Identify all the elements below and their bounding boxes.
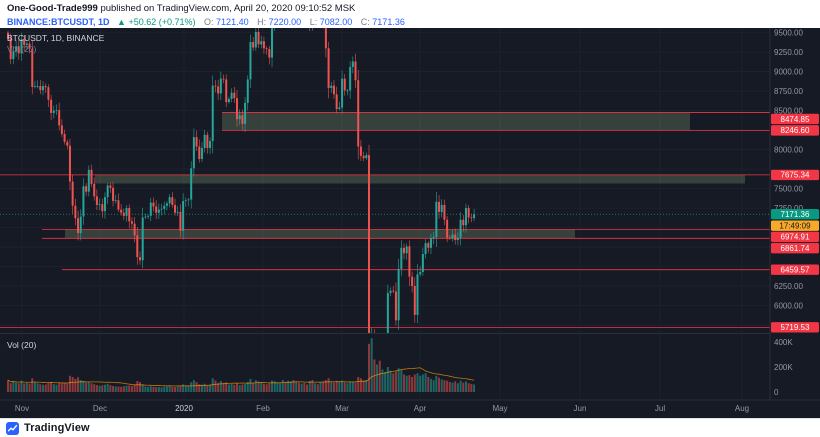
level-lines[interactable] [0,112,770,328]
svg-text:0: 0 [774,388,779,397]
volume-axis-labels[interactable]: 400K 200K 0 [774,338,793,397]
svg-text:Nov: Nov [15,404,29,413]
svg-text:May: May [492,404,507,413]
published-line: One-Good-Trade999 published on TradingVi… [7,3,820,15]
symbol-interval: BINANCE:BTCUSDT, 1D [7,17,110,27]
svg-text:Jul: Jul [655,404,665,413]
publisher-name: One-Good-Trade999 [7,3,98,14]
volume-ma-line [7,367,475,387]
svg-text:7500.00: 7500.00 [774,184,803,193]
high-value: 7220.00 [268,17,302,27]
candlestick-series [7,28,476,333]
symbol-ohlc-line: BINANCE:BTCUSDT, 1D ▲ +50.62 (+0.71%) O:… [7,16,820,28]
svg-text:8750.00: 8750.00 [774,87,803,96]
svg-text:8500.00: 8500.00 [774,106,803,115]
svg-text:7250.00: 7250.00 [774,204,803,213]
svg-text:9000.00: 9000.00 [774,67,803,76]
open-value: 7121.40 [216,17,249,27]
chart-legend-symbol[interactable]: BTCUSDT, 1D, BINANCE [7,33,105,43]
time-axis-labels[interactable]: Nov Dec 2020 Feb Mar Apr May Jun Jul Aug [15,404,749,413]
bar-countdown-label: 17:49:09 [771,220,819,231]
svg-text:17:49:09: 17:49:09 [779,221,811,230]
chart-legend-vol-overlay[interactable]: Vol (20) [7,44,37,54]
tradingview-logo-icon[interactable] [6,421,19,435]
svg-text:9500.00: 9500.00 [774,28,803,37]
svg-text:5719.53: 5719.53 [781,323,810,332]
tradingview-wordmark[interactable]: TradingView [24,422,90,434]
close-label: C: [360,17,370,27]
low-label: L: [309,17,318,27]
svg-text:6250.00: 6250.00 [774,282,803,291]
svg-text:Apr: Apr [414,404,427,413]
volume-bars [7,338,476,392]
price-change: ▲ +50.62 (+0.71%) [117,17,196,27]
publish-header: One-Good-Trade999 published on TradingVi… [0,0,820,28]
svg-text:Dec: Dec [93,404,107,413]
svg-text:6974.91: 6974.91 [781,233,810,242]
svg-text:400K: 400K [774,338,793,347]
svg-text:6459.57: 6459.57 [781,265,810,274]
svg-text:2020: 2020 [175,404,193,413]
supply-demand-zones[interactable] [65,112,745,239]
open-label: O: [204,17,214,27]
svg-text:8246.60: 8246.60 [781,126,810,135]
svg-text:9250.00: 9250.00 [774,48,803,57]
svg-text:6000.00: 6000.00 [774,301,803,310]
high-label: H: [257,17,267,27]
level-price-labels[interactable]: 8474.85 8246.60 7675.34 6974.91 6861.74 6459.… [771,113,819,333]
price-axis-labels[interactable]: 9500.00 9250.00 9000.00 8750.00 8500.00 8000.… [774,28,803,310]
svg-text:7171.36: 7171.36 [781,210,810,219]
svg-text:8474.85: 8474.85 [781,115,810,124]
close-value: 7171.36 [372,17,405,27]
svg-text:Feb: Feb [256,404,270,413]
chart-area[interactable]: 9500.00 9250.00 9000.00 8750.00 8500.00 8000.… [0,28,820,418]
svg-text:6861.74: 6861.74 [781,244,810,253]
svg-text:Mar: Mar [335,404,349,413]
pane-separators [0,28,820,401]
volume-pane-legend[interactable]: Vol (20) [7,340,37,350]
current-price-label[interactable]: 7171.36 [771,208,819,220]
snapshot-footer: TradingView [0,418,820,437]
candlestick-chart-canvas[interactable]: 9500.00 9250.00 9000.00 8750.00 8500.00 8000.… [0,28,820,418]
low-value: 7082.00 [319,17,353,27]
svg-text:8000.00: 8000.00 [774,145,803,154]
published-text: published on TradingView.com, April 20, … [97,3,356,14]
svg-text:Jun: Jun [574,404,587,413]
svg-text:Aug: Aug [735,404,749,413]
svg-text:200K: 200K [774,363,793,372]
svg-text:7675.34: 7675.34 [781,171,810,180]
